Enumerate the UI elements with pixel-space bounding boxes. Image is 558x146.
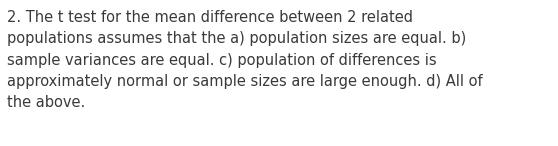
Text: 2. The t test for the mean difference between 2 related
populations assumes that: 2. The t test for the mean difference be…: [7, 10, 483, 110]
